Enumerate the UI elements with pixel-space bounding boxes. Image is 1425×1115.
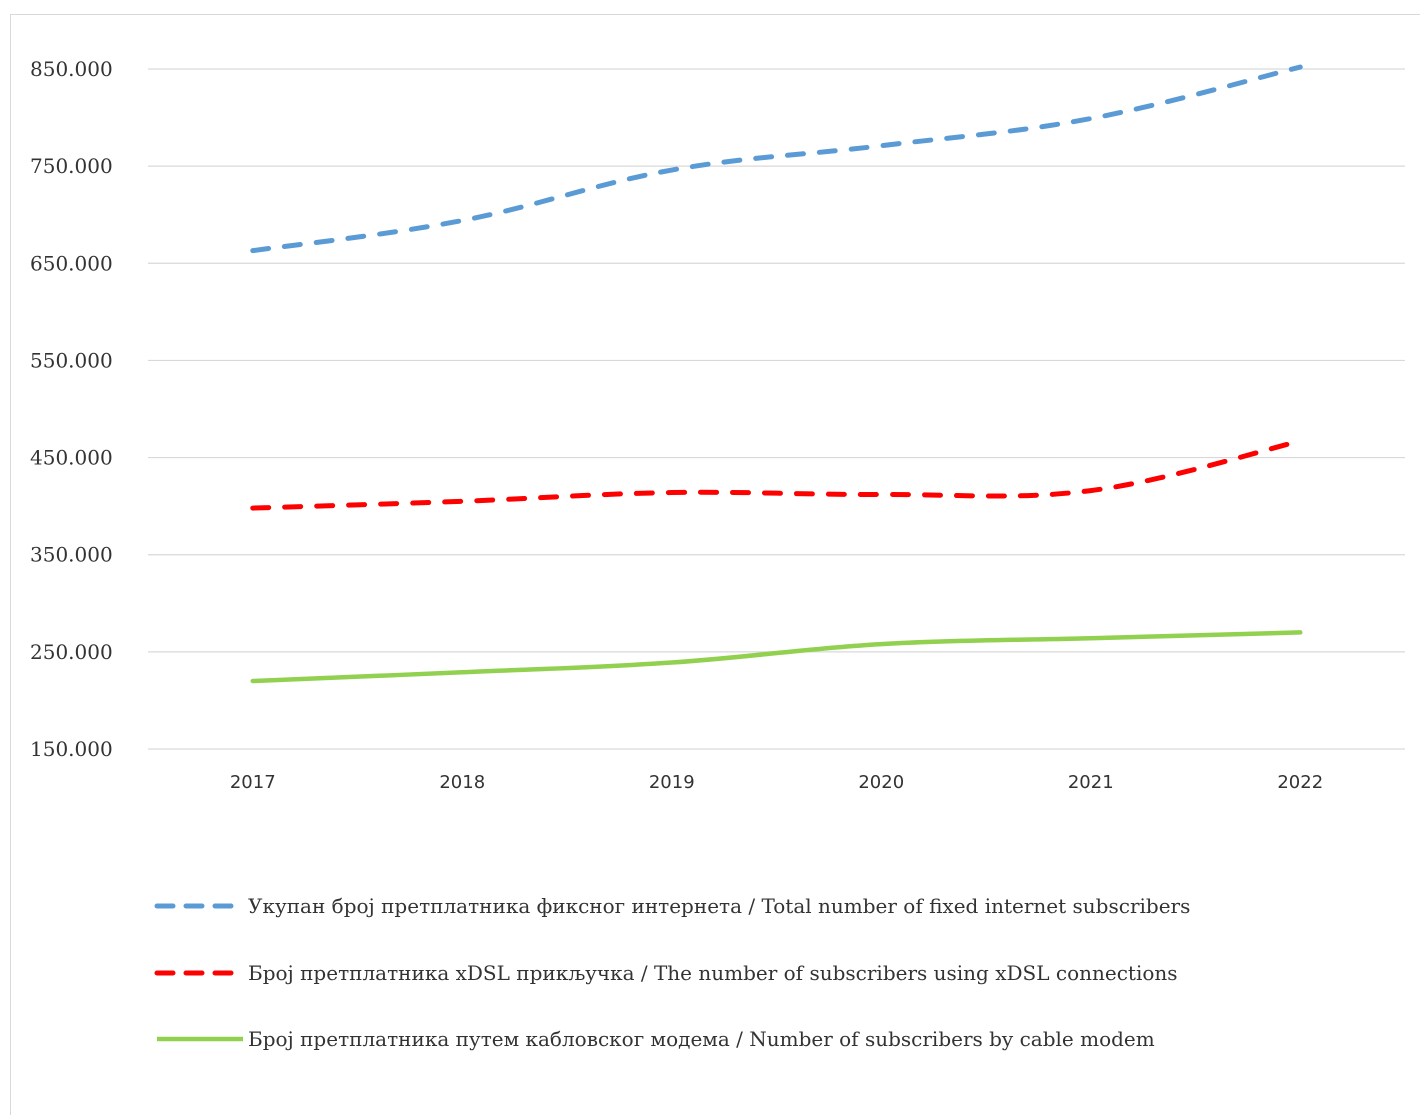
gridlines — [148, 68, 1405, 750]
y-axis-ticks: 850.000 750.000 650.000 550.000 450.000 350.0… — [30, 57, 113, 761]
legend: Укупан број претплатника фиксног интерне… — [154, 894, 1190, 1051]
y-tick-label: 150.000 — [30, 737, 113, 761]
series-lines — [250, 64, 1303, 684]
legend-label-2: Број претплатника xDSL прикључка / The n… — [248, 961, 1178, 985]
x-tick-label: 2019 — [649, 772, 695, 793]
y-tick-label: 850.000 — [30, 57, 113, 81]
legend-label-1: Укупан број претплатника фиксног интерне… — [248, 894, 1190, 918]
legend-label-3: Број претплатника путем кабловског модем… — [248, 1027, 1155, 1051]
x-tick-label: 2022 — [1277, 772, 1323, 793]
series-line-3 — [250, 630, 1303, 684]
y-tick-label: 550.000 — [30, 348, 113, 372]
x-axis-ticks: 2017 2018 2019 2020 2021 2022 — [230, 772, 1323, 793]
y-tick-label: 450.000 — [30, 446, 113, 470]
y-tick-label: 650.000 — [30, 251, 113, 275]
x-tick-label: 2021 — [1068, 772, 1114, 793]
series-line-1 — [250, 64, 1303, 254]
y-tick-label: 250.000 — [30, 640, 113, 664]
x-tick-label: 2018 — [439, 772, 485, 793]
chart-frame — [10, 14, 1420, 1115]
x-tick-label: 2017 — [230, 772, 276, 793]
y-tick-label: 350.000 — [30, 543, 113, 567]
y-tick-label: 750.000 — [30, 154, 113, 178]
series-line-2 — [250, 438, 1303, 511]
x-tick-label: 2020 — [858, 772, 904, 793]
